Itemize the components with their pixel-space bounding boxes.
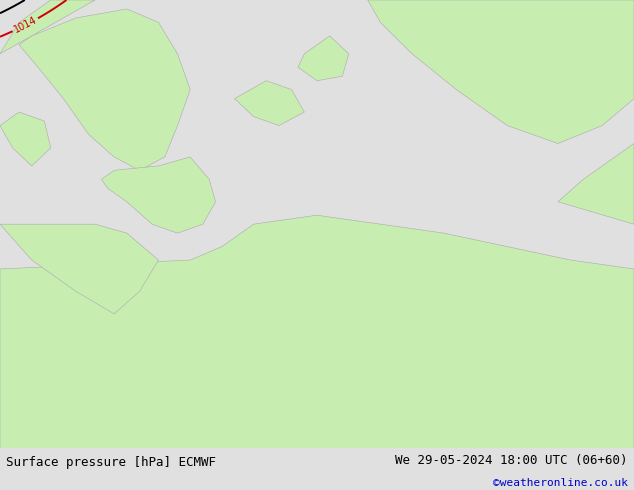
Text: 1014: 1014 (12, 15, 39, 35)
Text: ©weatheronline.co.uk: ©weatheronline.co.uk (493, 477, 628, 488)
Text: We 29-05-2024 18:00 UTC (06+60): We 29-05-2024 18:00 UTC (06+60) (395, 454, 628, 467)
Text: Surface pressure [hPa] ECMWF: Surface pressure [hPa] ECMWF (6, 456, 216, 469)
